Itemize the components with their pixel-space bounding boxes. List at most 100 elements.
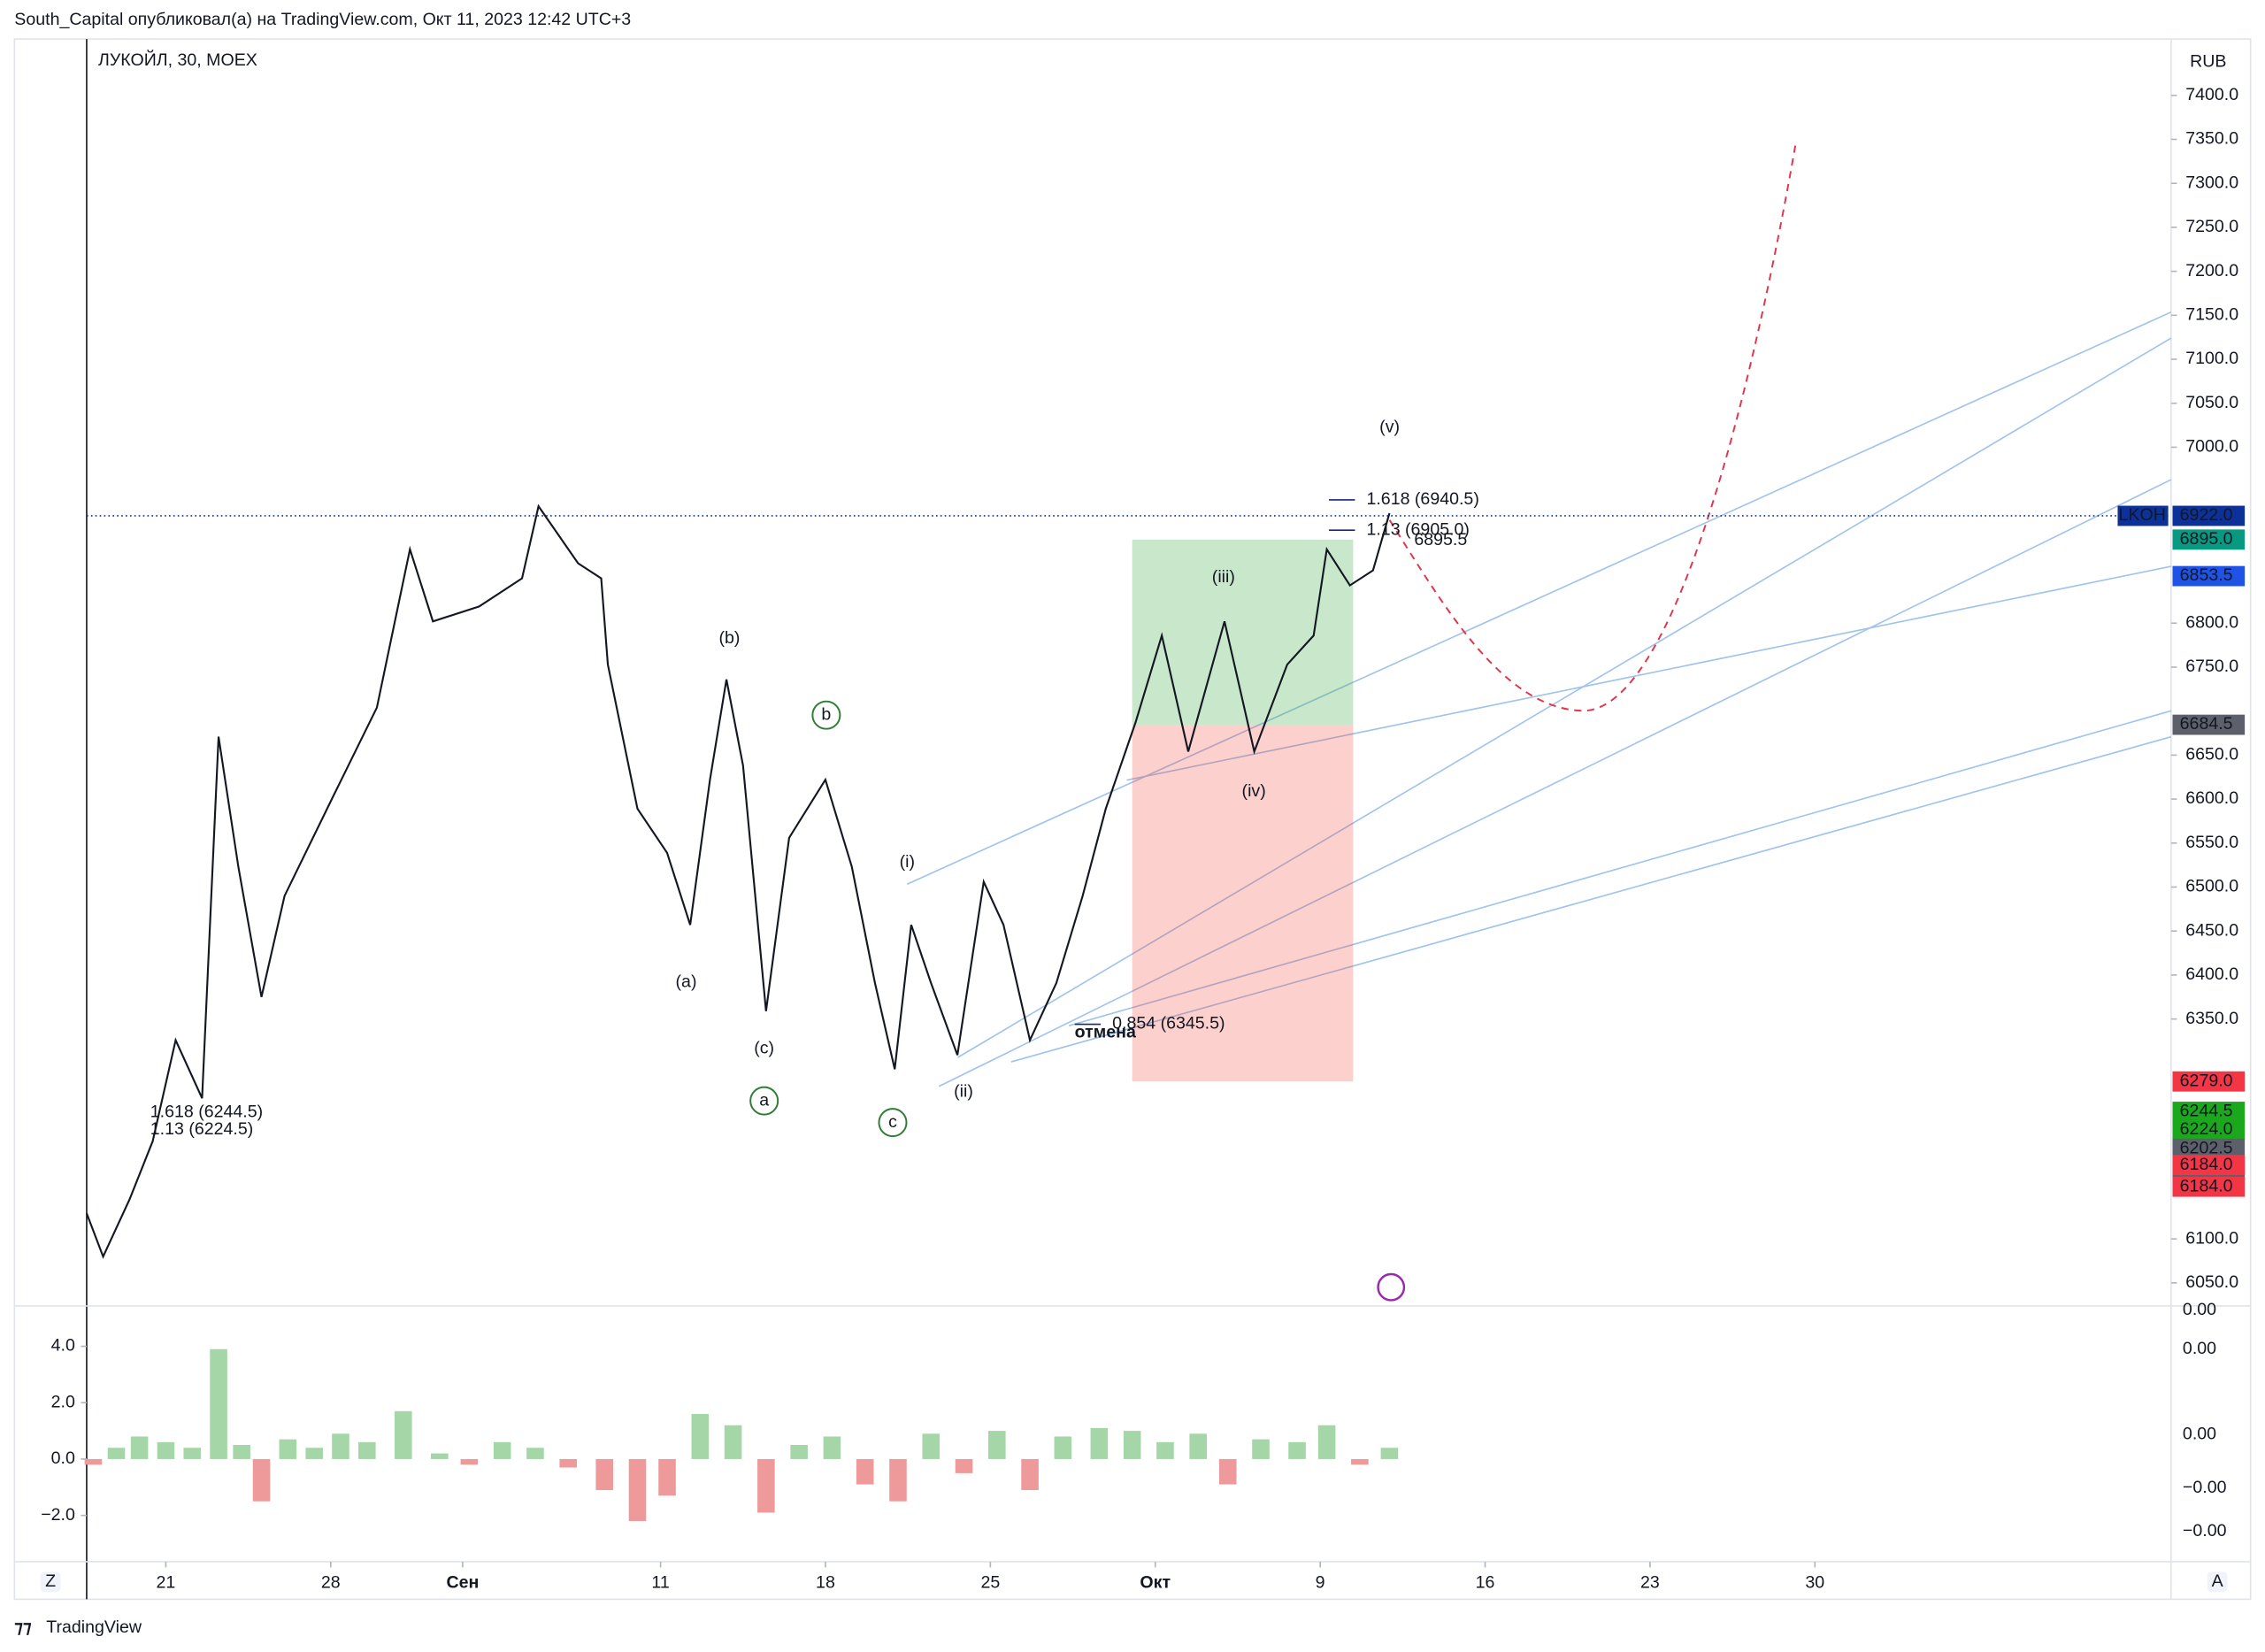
channel-line <box>1068 710 2172 1026</box>
histogram-bar <box>526 1448 544 1459</box>
histogram-bar <box>107 1448 126 1459</box>
histogram-bar <box>628 1458 647 1522</box>
histogram-bar <box>1218 1458 1237 1485</box>
zoom-button[interactable] <box>40 1571 61 1593</box>
price-label: 6202.5 <box>2180 1138 2233 1157</box>
wave-circle <box>749 1086 779 1116</box>
price-label: 6184.0 <box>2180 1155 2233 1174</box>
histogram-bar <box>1317 1425 1336 1459</box>
y-tick-label: 4.0 <box>51 1336 75 1356</box>
y-tick-label: 6100.0 <box>2185 1228 2238 1248</box>
annotation: (i) <box>900 852 915 872</box>
histogram-bar <box>157 1441 175 1459</box>
histogram-bar <box>724 1425 742 1459</box>
price-label-box <box>2172 714 2246 735</box>
x-tick-label: Сен <box>446 1573 479 1593</box>
x-tick-label: 25 <box>980 1573 1000 1593</box>
price-label-box <box>2172 1071 2246 1092</box>
histogram-bar <box>1189 1433 1207 1459</box>
symbol-tag <box>2117 505 2169 526</box>
wave-circle <box>811 700 841 730</box>
y-tick-label: 7250.0 <box>2185 217 2238 236</box>
y-tick-label: 2.0 <box>51 1392 75 1411</box>
channel-line <box>938 479 2172 1087</box>
histogram-bar <box>233 1445 250 1459</box>
channel-line <box>1126 565 2172 781</box>
histogram-bar <box>210 1348 227 1459</box>
channel-line <box>1010 735 2172 1063</box>
y-tick-label: 7300.0 <box>2185 173 2238 192</box>
auto-button[interactable] <box>2207 1571 2228 1593</box>
y-tick-label: 7100.0 <box>2185 349 2238 368</box>
histogram-bar <box>252 1458 271 1502</box>
histogram-bar <box>395 1410 412 1459</box>
y-tick-label: 6750.0 <box>2185 657 2238 676</box>
price-label: 6244.5 <box>2180 1102 2233 1121</box>
x-tick-label: 23 <box>1640 1573 1660 1593</box>
histogram-bar <box>988 1431 1006 1459</box>
annotation: 1.618 (6244.5) <box>150 1102 263 1121</box>
y-tick-label: 6500.0 <box>2185 877 2238 896</box>
histogram-bar <box>823 1436 841 1459</box>
histogram-bar <box>1090 1427 1109 1459</box>
histogram-bar <box>1288 1441 1306 1459</box>
y-tick-label: 0.0 <box>51 1448 75 1468</box>
y-tick-label: 7350.0 <box>2185 129 2238 149</box>
scale-label: −0.00 <box>2183 1521 2227 1541</box>
symbol-title: ЛУКОЙЛ, 30, MOEX <box>98 49 257 70</box>
price-label: 6853.5 <box>2180 565 2233 585</box>
histogram-bar <box>856 1458 874 1485</box>
scale-label: −0.00 <box>2183 1478 2227 1497</box>
auto-button-label[interactable]: A <box>2212 1571 2224 1591</box>
y-tick-label: 6650.0 <box>2185 745 2238 765</box>
stop-zone <box>1132 725 1354 1082</box>
chart-frame <box>13 38 2252 1601</box>
price-label-box <box>2172 505 2246 526</box>
annotation: 1.618 (6940.5) <box>1366 489 1478 509</box>
histogram-bar <box>658 1458 676 1496</box>
histogram-bar <box>1156 1441 1174 1459</box>
histogram-bar <box>431 1453 449 1459</box>
price-label-box <box>2172 1138 2246 1159</box>
histogram-bar <box>559 1458 578 1468</box>
x-tick-label: 28 <box>321 1573 341 1593</box>
channel-line <box>906 311 2172 885</box>
x-tick-label: 9 <box>1316 1573 1325 1593</box>
annotation: c <box>888 1112 897 1132</box>
annotation: (v) <box>1379 417 1400 436</box>
annotation: 0.854 (6345.5) <box>1112 1014 1225 1033</box>
x-tick-label: 16 <box>1476 1573 1495 1593</box>
histogram-bar <box>1252 1439 1270 1459</box>
histogram-bar <box>1351 1458 1369 1465</box>
histogram-bar <box>279 1439 297 1459</box>
price-label: 6279.0 <box>2180 1071 2233 1090</box>
zoom-button-label[interactable]: Z <box>45 1571 56 1591</box>
histogram-bar <box>130 1436 149 1459</box>
histogram-bar <box>691 1413 710 1459</box>
price-label-box <box>2172 1119 2246 1141</box>
histogram-bar <box>757 1458 775 1513</box>
y-tick-label: 6450.0 <box>2185 920 2238 940</box>
price-label: 6184.0 <box>2180 1176 2233 1195</box>
price-label-box <box>2172 565 2246 587</box>
annotation: a <box>759 1090 769 1110</box>
price-label-box <box>2172 1176 2246 1197</box>
annotation: (iv) <box>1242 781 1266 801</box>
price-label-box <box>2172 529 2246 550</box>
y-tick-label: 6400.0 <box>2185 964 2238 984</box>
price-label: 6922.0 <box>2180 505 2233 525</box>
price-label: 6895.0 <box>2180 529 2233 549</box>
histogram-bar <box>922 1433 941 1459</box>
y-tick-label: 6350.0 <box>2185 1009 2238 1028</box>
scale-label: 0.00 <box>2183 1339 2216 1358</box>
currency: RUB <box>2190 51 2226 71</box>
annotation: (b) <box>719 628 741 648</box>
x-tick-label: 11 <box>651 1573 669 1593</box>
histogram-bar <box>84 1458 103 1465</box>
histogram-bar <box>1021 1458 1039 1490</box>
annotation: 6895.5 <box>1414 530 1467 549</box>
channel-lines <box>906 311 2172 1087</box>
histogram-bar <box>305 1448 323 1459</box>
